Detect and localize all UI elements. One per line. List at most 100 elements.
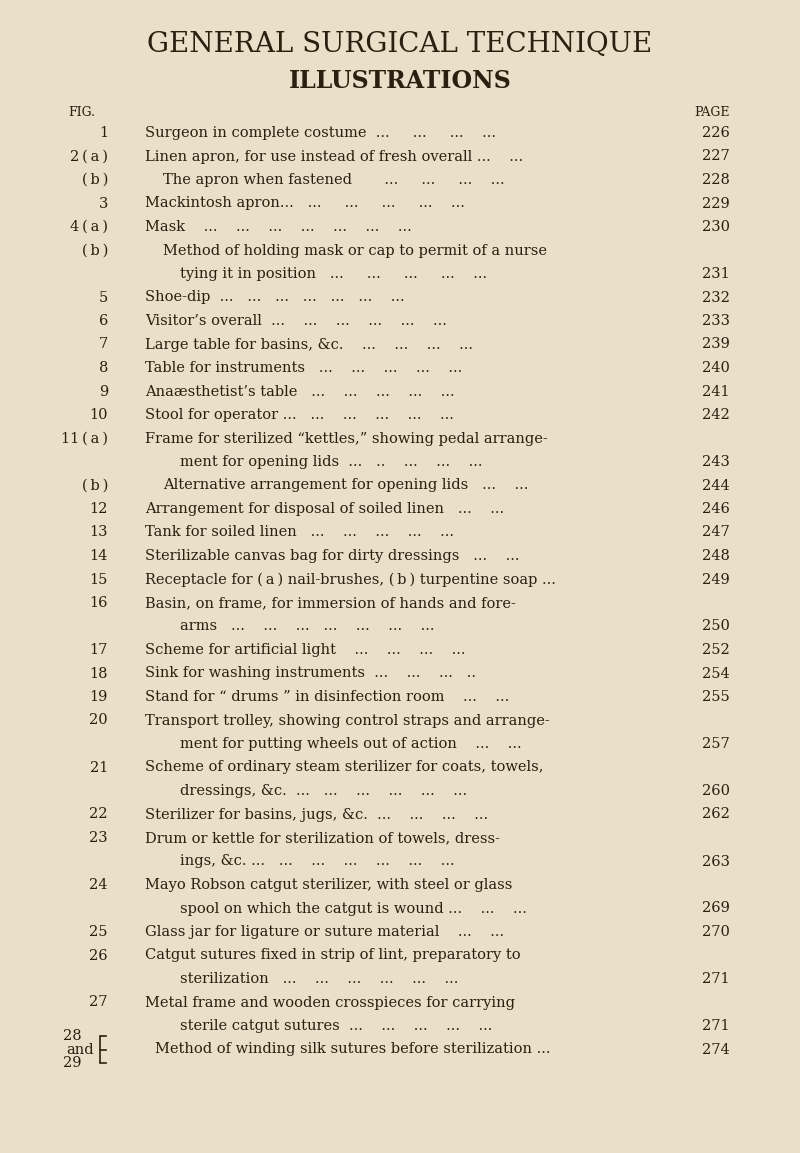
Text: 26: 26: [90, 949, 108, 963]
Text: 271: 271: [702, 972, 730, 986]
Text: ings, &c. ...   ...    ...    ...    ...    ...    ...: ings, &c. ... ... ... ... ... ... ...: [180, 854, 454, 868]
Text: tying it in position   ...     ...     ...     ...    ...: tying it in position ... ... ... ... ...: [180, 267, 487, 281]
Text: 13: 13: [90, 526, 108, 540]
Text: Sterilizer for basins, jugs, &c.  ...    ...    ...    ...: Sterilizer for basins, jugs, &c. ... ...…: [145, 807, 488, 821]
Text: 233: 233: [702, 314, 730, 327]
Text: The apron when fastened       ...     ...     ...    ...: The apron when fastened ... ... ... ...: [163, 173, 505, 187]
Text: Stool for operator ...   ...    ...    ...    ...    ...: Stool for operator ... ... ... ... ... .…: [145, 408, 454, 422]
Text: Glass jar for ligature or suture material    ...    ...: Glass jar for ligature or suture materia…: [145, 925, 504, 939]
Text: Linen apron, for use instead of fresh overall ...    ...: Linen apron, for use instead of fresh ov…: [145, 150, 523, 164]
Text: Large table for basins, &c.    ...    ...    ...    ...: Large table for basins, &c. ... ... ... …: [145, 338, 473, 352]
Text: 242: 242: [702, 408, 730, 422]
Text: Scheme of ordinary steam sterilizer for coats, towels,: Scheme of ordinary steam sterilizer for …: [145, 761, 543, 775]
Text: 25: 25: [90, 925, 108, 939]
Text: 248: 248: [702, 549, 730, 563]
Text: 240: 240: [702, 361, 730, 375]
Text: PAGE: PAGE: [694, 106, 730, 120]
Text: 9: 9: [98, 384, 108, 399]
Text: 24: 24: [90, 877, 108, 892]
Text: 228: 228: [702, 173, 730, 187]
Text: 1: 1: [99, 126, 108, 140]
Text: 28: 28: [63, 1028, 82, 1042]
Text: 249: 249: [702, 573, 730, 587]
Text: 227: 227: [702, 150, 730, 164]
Text: Metal frame and wooden crosspieces for carrying: Metal frame and wooden crosspieces for c…: [145, 995, 515, 1010]
Text: 17: 17: [90, 643, 108, 657]
Text: 2 ( a ): 2 ( a ): [70, 150, 108, 164]
Text: ment for opening lids  ...   ..    ...    ...    ...: ment for opening lids ... .. ... ... ...: [180, 455, 482, 469]
Text: arms   ...    ...    ...   ...    ...    ...    ...: arms ... ... ... ... ... ... ...: [180, 619, 434, 633]
Text: Tank for soiled linen   ...    ...    ...    ...    ...: Tank for soiled linen ... ... ... ... ..…: [145, 526, 454, 540]
Text: 15: 15: [90, 573, 108, 587]
Text: 4 ( a ): 4 ( a ): [70, 220, 108, 234]
Text: 10: 10: [90, 408, 108, 422]
Text: 243: 243: [702, 455, 730, 469]
Text: ( b ): ( b ): [82, 243, 108, 257]
Text: ment for putting wheels out of action    ...    ...: ment for putting wheels out of action ..…: [180, 737, 522, 751]
Text: 21: 21: [90, 761, 108, 775]
Text: Surgeon in complete costume  ...     ...     ...    ...: Surgeon in complete costume ... ... ... …: [145, 126, 496, 140]
Text: 269: 269: [702, 902, 730, 915]
Text: Mayo Robson catgut sterilizer, with steel or glass: Mayo Robson catgut sterilizer, with stee…: [145, 877, 512, 892]
Text: Visitor’s overall  ...    ...    ...    ...    ...    ...: Visitor’s overall ... ... ... ... ... ..…: [145, 314, 447, 327]
Text: 244: 244: [702, 478, 730, 492]
Text: 229: 229: [702, 196, 730, 211]
Text: 252: 252: [702, 643, 730, 657]
Text: 232: 232: [702, 291, 730, 304]
Text: Alternative arrangement for opening lids   ...    ...: Alternative arrangement for opening lids…: [163, 478, 528, 492]
Text: Basin, on frame, for immersion of hands and fore-: Basin, on frame, for immersion of hands …: [145, 596, 516, 610]
Text: 16: 16: [90, 596, 108, 610]
Text: 231: 231: [702, 267, 730, 281]
Text: 263: 263: [702, 854, 730, 868]
Text: 257: 257: [702, 737, 730, 751]
Text: GENERAL SURGICAL TECHNIQUE: GENERAL SURGICAL TECHNIQUE: [147, 31, 653, 59]
Text: sterilization   ...    ...    ...    ...    ...    ...: sterilization ... ... ... ... ... ...: [180, 972, 458, 986]
Text: 250: 250: [702, 619, 730, 633]
Text: 226: 226: [702, 126, 730, 140]
Text: Frame for sterilized “kettles,” showing pedal arrange-: Frame for sterilized “kettles,” showing …: [145, 431, 548, 445]
Text: 29: 29: [63, 1056, 82, 1070]
Text: 241: 241: [702, 384, 730, 399]
Text: 3: 3: [98, 196, 108, 211]
Text: 6: 6: [98, 314, 108, 327]
Text: sterile catgut sutures  ...    ...    ...    ...    ...: sterile catgut sutures ... ... ... ... .…: [180, 1019, 492, 1033]
Text: Stand for “ drums ” in disinfection room    ...    ...: Stand for “ drums ” in disinfection room…: [145, 689, 510, 704]
Text: 255: 255: [702, 689, 730, 704]
Text: FIG.: FIG.: [68, 106, 95, 120]
Text: Catgut sutures fixed in strip of lint, preparatory to: Catgut sutures fixed in strip of lint, p…: [145, 949, 521, 963]
Text: 247: 247: [702, 526, 730, 540]
Text: Sterilizable canvas bag for dirty dressings   ...    ...: Sterilizable canvas bag for dirty dressi…: [145, 549, 519, 563]
Text: Sink for washing instruments  ...    ...    ...   ..: Sink for washing instruments ... ... ...…: [145, 666, 476, 680]
Text: 19: 19: [90, 689, 108, 704]
Text: 14: 14: [90, 549, 108, 563]
Text: dressings, &c.  ...   ...    ...    ...    ...    ...: dressings, &c. ... ... ... ... ... ...: [180, 784, 467, 798]
Text: 239: 239: [702, 338, 730, 352]
Text: ILLUSTRATIONS: ILLUSTRATIONS: [289, 69, 511, 93]
Text: 274: 274: [702, 1042, 730, 1056]
Text: Table for instruments   ...    ...    ...    ...    ...: Table for instruments ... ... ... ... ..…: [145, 361, 462, 375]
Text: 260: 260: [702, 784, 730, 798]
Text: Method of holding mask or cap to permit of a nurse: Method of holding mask or cap to permit …: [163, 243, 547, 257]
Text: 11 ( a ): 11 ( a ): [61, 431, 108, 445]
Text: Shoe-dip  ...   ...   ...   ...   ...   ...    ...: Shoe-dip ... ... ... ... ... ... ...: [145, 291, 405, 304]
Text: 270: 270: [702, 925, 730, 939]
Text: 246: 246: [702, 502, 730, 517]
Text: 254: 254: [702, 666, 730, 680]
Text: Scheme for artificial light    ...    ...    ...    ...: Scheme for artificial light ... ... ... …: [145, 643, 466, 657]
Text: 230: 230: [702, 220, 730, 234]
Text: 271: 271: [702, 1019, 730, 1033]
Text: ( b ): ( b ): [82, 478, 108, 492]
Text: 20: 20: [90, 714, 108, 728]
Text: 23: 23: [90, 831, 108, 845]
Text: 5: 5: [98, 291, 108, 304]
Text: 27: 27: [90, 995, 108, 1010]
Text: ( b ): ( b ): [82, 173, 108, 187]
Text: Arrangement for disposal of soiled linen   ...    ...: Arrangement for disposal of soiled linen…: [145, 502, 504, 517]
Text: 22: 22: [90, 807, 108, 821]
Text: Receptacle for ( a ) nail-brushes, ( b ) turpentine soap ...: Receptacle for ( a ) nail-brushes, ( b )…: [145, 572, 556, 587]
Text: Method of winding silk sutures before sterilization ...: Method of winding silk sutures before st…: [155, 1042, 550, 1056]
Text: and: and: [66, 1042, 94, 1056]
Text: Drum or kettle for sterilization of towels, dress-: Drum or kettle for sterilization of towe…: [145, 831, 500, 845]
Text: 262: 262: [702, 807, 730, 821]
Text: Transport trolley, showing control straps and arrange-: Transport trolley, showing control strap…: [145, 714, 550, 728]
